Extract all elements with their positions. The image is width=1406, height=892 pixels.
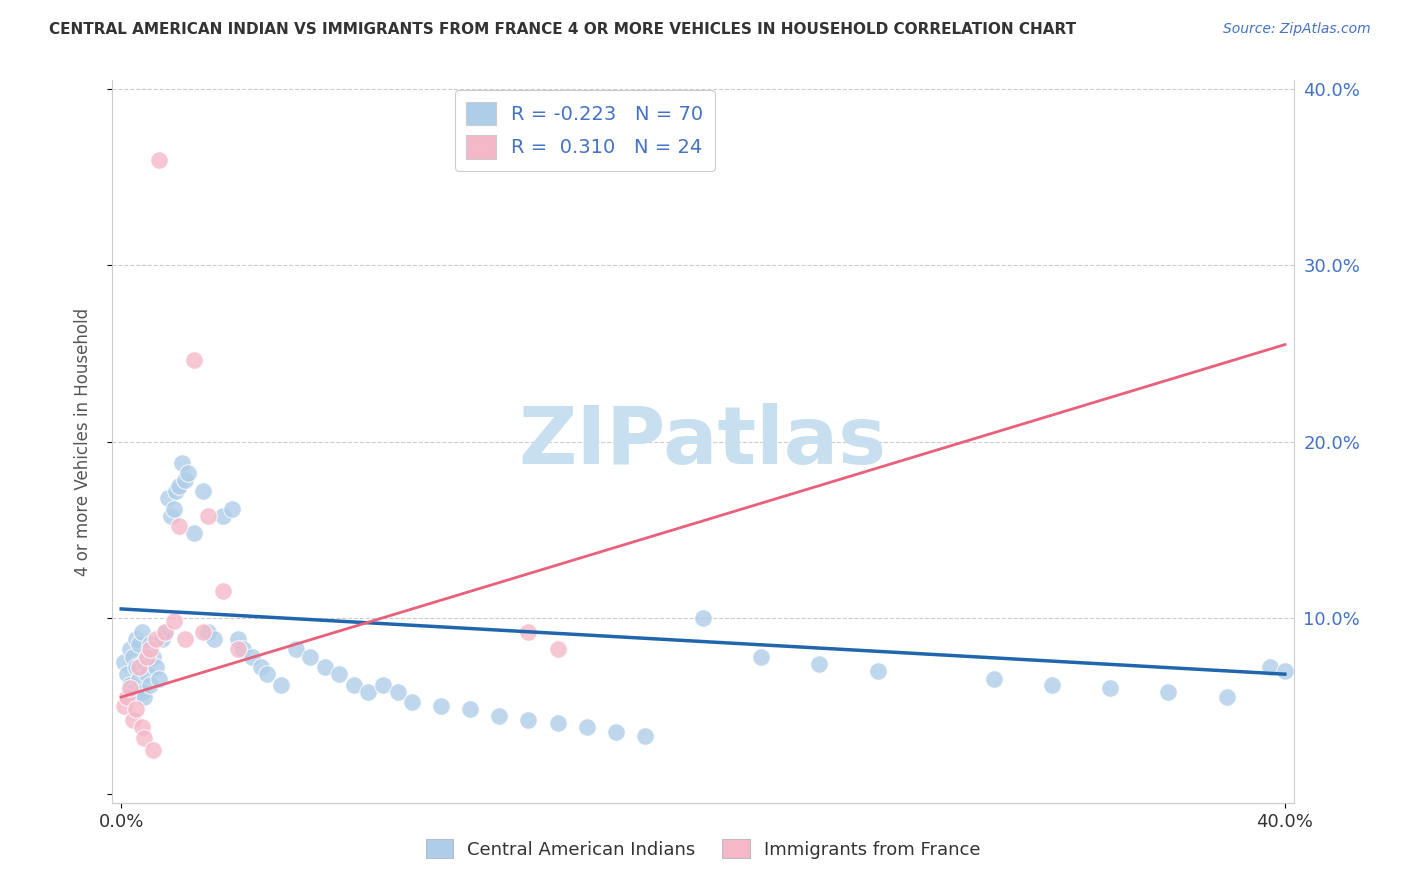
Point — [131, 624, 153, 639]
Point — [156, 491, 179, 505]
Point — [174, 473, 197, 487]
Point — [136, 667, 159, 681]
Point — [226, 632, 249, 646]
Point — [183, 353, 205, 368]
Point — [145, 660, 167, 674]
Point — [142, 649, 165, 664]
Point — [139, 642, 162, 657]
Point — [162, 501, 184, 516]
Point — [517, 624, 540, 639]
Point — [212, 508, 235, 523]
Point — [197, 624, 219, 639]
Point — [172, 456, 194, 470]
Point — [226, 642, 249, 657]
Point — [177, 467, 200, 481]
Point — [121, 713, 143, 727]
Point — [115, 690, 138, 704]
Point — [371, 678, 394, 692]
Point — [118, 681, 141, 696]
Text: Source: ZipAtlas.com: Source: ZipAtlas.com — [1223, 22, 1371, 37]
Point — [136, 649, 159, 664]
Point — [517, 713, 540, 727]
Point — [983, 673, 1005, 687]
Text: ZIPatlas: ZIPatlas — [519, 402, 887, 481]
Point — [299, 649, 322, 664]
Point — [139, 678, 162, 692]
Point — [605, 725, 627, 739]
Point — [183, 526, 205, 541]
Point — [749, 649, 772, 664]
Point — [191, 483, 214, 498]
Point — [250, 660, 273, 674]
Point — [488, 709, 510, 723]
Point — [128, 637, 150, 651]
Point — [118, 642, 141, 657]
Point — [1040, 678, 1063, 692]
Point — [202, 632, 225, 646]
Point — [148, 153, 170, 167]
Point — [166, 483, 188, 498]
Point — [191, 624, 214, 639]
Point — [547, 642, 569, 657]
Point — [131, 685, 153, 699]
Point — [1258, 660, 1281, 674]
Legend: Central American Indians, Immigrants from France: Central American Indians, Immigrants fro… — [419, 832, 987, 866]
Point — [148, 673, 170, 687]
Point — [1157, 685, 1180, 699]
Point — [1215, 690, 1237, 704]
Point — [692, 611, 714, 625]
Point — [134, 655, 156, 669]
Point — [134, 731, 156, 745]
Point — [125, 632, 148, 646]
Point — [221, 501, 243, 516]
Point — [169, 478, 191, 492]
Point — [357, 685, 380, 699]
Point — [159, 508, 181, 523]
Point — [174, 632, 197, 646]
Text: CENTRAL AMERICAN INDIAN VS IMMIGRANTS FROM FRANCE 4 OR MORE VEHICLES IN HOUSEHOL: CENTRAL AMERICAN INDIAN VS IMMIGRANTS FR… — [49, 22, 1077, 37]
Point — [112, 655, 135, 669]
Point — [112, 698, 135, 713]
Point — [125, 702, 148, 716]
Point — [401, 695, 423, 709]
Point — [145, 632, 167, 646]
Point — [808, 657, 831, 671]
Point — [131, 720, 153, 734]
Point — [142, 743, 165, 757]
Point — [430, 698, 453, 713]
Point — [240, 649, 263, 664]
Point — [270, 678, 292, 692]
Point — [150, 632, 173, 646]
Point — [232, 642, 254, 657]
Point — [1099, 681, 1122, 696]
Point — [115, 667, 138, 681]
Point — [139, 637, 162, 651]
Point — [634, 729, 657, 743]
Point — [547, 716, 569, 731]
Point — [197, 508, 219, 523]
Point — [162, 615, 184, 629]
Point — [328, 667, 350, 681]
Point — [134, 690, 156, 704]
Point — [314, 660, 336, 674]
Point — [153, 624, 176, 639]
Point — [121, 685, 143, 699]
Point — [121, 649, 143, 664]
Point — [1274, 664, 1296, 678]
Point — [343, 678, 366, 692]
Point — [256, 667, 278, 681]
Point — [128, 673, 150, 687]
Point — [128, 660, 150, 674]
Point — [575, 720, 598, 734]
Point — [118, 678, 141, 692]
Point — [125, 660, 148, 674]
Point — [169, 519, 191, 533]
Point — [387, 685, 409, 699]
Point — [284, 642, 307, 657]
Point — [458, 702, 481, 716]
Point — [212, 584, 235, 599]
Point — [866, 664, 889, 678]
Point — [153, 624, 176, 639]
Y-axis label: 4 or more Vehicles in Household: 4 or more Vehicles in Household — [73, 308, 91, 575]
